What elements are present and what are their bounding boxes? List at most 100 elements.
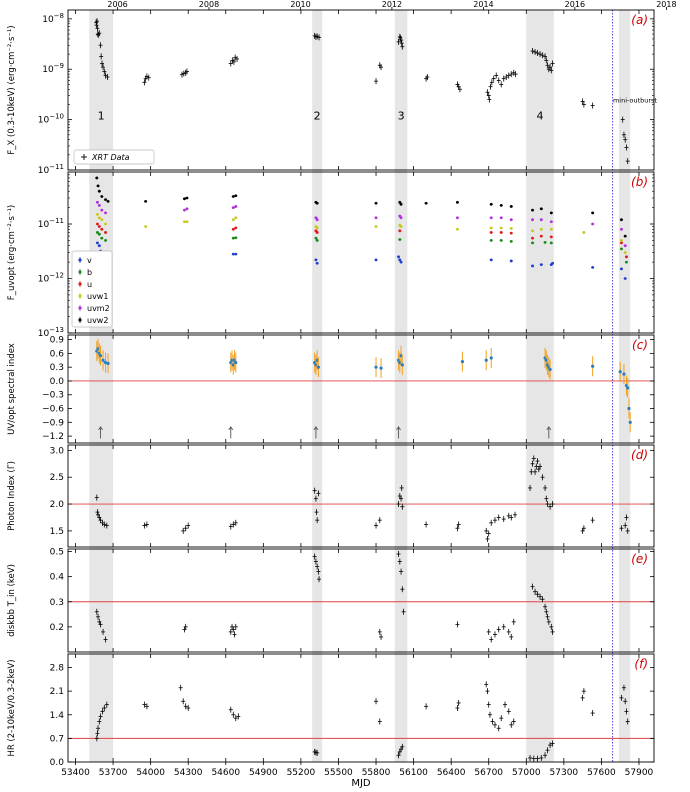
outburst-number-4: 4 <box>537 110 544 123</box>
y-axis-label-a: F_X (0.3-10keV) (erg·cm⁻²·s⁻¹) <box>7 25 17 154</box>
data-point <box>625 255 628 259</box>
panel-c: 0.9 0.6 0.3 0.0 −0.3 −0.6 −0.9 −1.2 (c) UV/opt sp… <box>7 334 655 444</box>
data-point <box>620 227 623 231</box>
panel-f: 2.8 2.1 1.4 0.7 0.0 (f) HR (2-10keV/0.3-2keV) <box>7 653 655 768</box>
data-point <box>620 239 623 242</box>
arrow-head <box>228 426 234 431</box>
year-label-2018: 2018 <box>656 0 676 9</box>
y-tick-label-e-3: 0.2 <box>50 623 64 633</box>
top-year-axis: 2006 2008 2010 2012 2014 2016 2018 <box>107 0 677 10</box>
data-point <box>234 205 238 208</box>
outburst-number-3: 3 <box>398 110 405 123</box>
mjd-tick-label-53700: 53700 <box>99 768 128 778</box>
data-point <box>398 229 402 233</box>
legend-label-b: b <box>87 268 92 277</box>
panel-label-d: (d) <box>631 448 648 462</box>
bottom-mjd-axis: 53400 53700 54000 54300 54600 54900 55200 55500… <box>61 762 654 778</box>
panel-label-a: (a) <box>631 13 648 27</box>
data-point <box>509 218 513 222</box>
y-tick-label-e-2: 0.3 <box>50 598 64 608</box>
data-point <box>100 195 104 198</box>
data-point <box>97 216 101 220</box>
data-point <box>144 199 148 203</box>
data-point <box>315 239 319 242</box>
mjd-tick-label-54000: 54000 <box>136 768 165 778</box>
y-tick-label-c-2: 0.3 <box>50 363 64 373</box>
data-point <box>539 234 543 238</box>
data-point <box>509 231 513 235</box>
legend-a: XRT Data <box>73 149 155 165</box>
data-point <box>400 363 404 367</box>
data-point <box>96 241 99 245</box>
mjd-tick-label-55800: 55800 <box>362 768 391 778</box>
legend-label-u: u <box>87 280 92 289</box>
y-tick-label-d-0: 3.0 <box>50 446 65 456</box>
data-point <box>97 189 101 193</box>
y-tick-label-c-6: −0.9 <box>42 418 64 428</box>
data-point <box>185 207 189 211</box>
data-point <box>374 216 378 220</box>
data-point <box>374 225 378 228</box>
data-point <box>582 231 586 234</box>
y-tick-label-d-1: 2.5 <box>50 473 64 483</box>
data-point <box>539 227 543 231</box>
panel-frame-e <box>67 548 655 653</box>
data-point <box>531 229 534 233</box>
y-tick-label-a-2: 10−10 <box>38 113 64 126</box>
panel-frame-a <box>67 9 655 171</box>
data-point <box>374 365 378 369</box>
data-point <box>623 277 627 280</box>
data-point <box>97 225 101 228</box>
data-point <box>231 227 235 231</box>
data-point <box>95 176 99 180</box>
y-tick-label-d-2: 2.0 <box>50 500 65 510</box>
data-point <box>627 406 631 411</box>
y-tick-label-c-3: 0.0 <box>50 377 65 387</box>
outburst-band-3 <box>394 10 408 762</box>
data-point <box>96 213 99 216</box>
data-point <box>531 264 534 268</box>
panel-frame-c <box>67 334 655 444</box>
panel-label-b: (b) <box>631 175 648 189</box>
y-axis-label-c: UV/opt spectral index <box>7 343 17 435</box>
arrow-head <box>546 426 552 431</box>
outburst-bands <box>89 10 631 762</box>
panel-label-f: (f) <box>634 657 648 671</box>
y-tick-label-f-0: 2.8 <box>50 664 65 674</box>
data-point <box>314 236 318 240</box>
data-point <box>183 197 186 201</box>
data-point <box>96 200 99 204</box>
y-tick-label-e-1: 0.4 <box>50 573 65 583</box>
data-point <box>625 260 628 264</box>
data-point <box>456 200 459 204</box>
data-point <box>315 218 319 222</box>
data-point <box>185 220 189 224</box>
y-tick-label-d-3: 1.5 <box>50 527 64 537</box>
data-point <box>98 354 103 358</box>
data-point <box>96 222 99 226</box>
data-point <box>96 184 100 188</box>
data-point <box>509 227 513 230</box>
data-point <box>531 208 534 212</box>
mini-outburst-band <box>618 10 631 762</box>
outburst-band-4 <box>526 10 554 762</box>
data-point <box>96 231 99 234</box>
legend-label-v: v <box>87 256 92 265</box>
data-point <box>183 208 186 212</box>
data-point <box>97 244 101 248</box>
mjd-tick-label-56100: 56100 <box>399 768 428 778</box>
data-point <box>234 226 238 230</box>
data-point <box>231 195 235 198</box>
tick-exponent: −12 <box>49 272 64 280</box>
y-tick-label-a-3: 10−11 <box>38 163 64 176</box>
y-tick-label-c-4: −0.3 <box>42 391 64 401</box>
mjd-tick-label-54900: 54900 <box>249 768 278 778</box>
data-point <box>315 261 319 265</box>
data-point <box>106 361 110 366</box>
data-point <box>234 360 238 365</box>
data-point <box>234 216 238 220</box>
data-point <box>398 258 402 262</box>
legend-label-uvw1: uvw1 <box>87 292 108 301</box>
data-point <box>144 225 148 228</box>
